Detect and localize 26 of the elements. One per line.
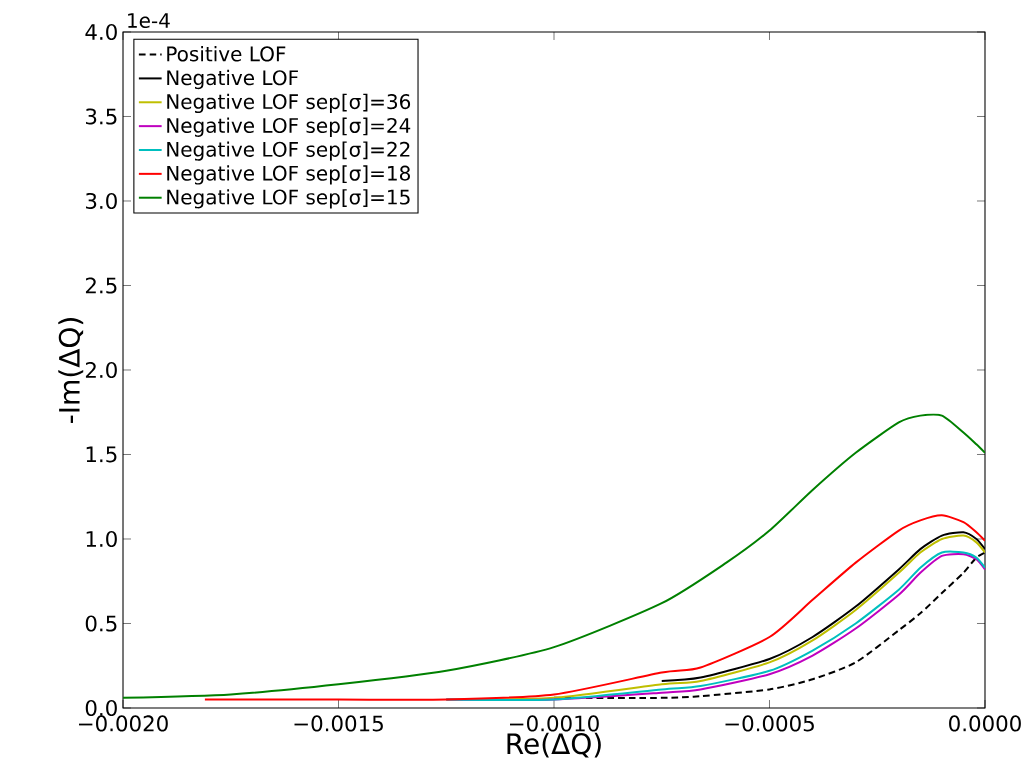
y-tick-label: 3.5 bbox=[86, 108, 117, 125]
legend-label: Negative LOF sep[σ]=18 bbox=[167, 165, 410, 185]
y-tick-label: 1.0 bbox=[86, 530, 117, 548]
x-tick-label: 0.0000 bbox=[949, 715, 1021, 732]
x-tick-label: −0.0005 bbox=[725, 715, 814, 732]
y-tick-label: 3.0 bbox=[86, 192, 117, 210]
x-axis-title: Re(ΔQ) bbox=[507, 732, 601, 758]
line-series bbox=[203, 514, 985, 701]
x-tick-label: −0.0020 bbox=[79, 715, 168, 732]
y-tick-label: 2.0 bbox=[85, 361, 117, 379]
legend-label: Negative LOF bbox=[167, 69, 298, 90]
line-series bbox=[123, 413, 985, 699]
y-axis-title: -Im(ΔQ) bbox=[58, 318, 84, 423]
y-tick-label: 2.5 bbox=[85, 277, 117, 294]
legend-label: Negative LOF sep[σ]=22 bbox=[167, 141, 410, 161]
y-tick-label: 1.5 bbox=[86, 446, 117, 463]
x-tick-label: −0.0010 bbox=[510, 715, 599, 732]
legend-label: Negative LOF sep[σ]=15 bbox=[167, 189, 410, 209]
y-tick-label: 4.0 bbox=[85, 23, 117, 41]
text: 1e-4 bbox=[128, 13, 170, 29]
y-tick-label: 0.0 bbox=[85, 699, 117, 717]
y-tick-label: 0.5 bbox=[85, 615, 117, 632]
legend-label: Negative LOF sep[σ]=24 bbox=[167, 117, 411, 137]
legend-label: Positive LOF bbox=[167, 45, 286, 62]
legend-label: Negative LOF sep[σ]=36 bbox=[167, 93, 411, 114]
x-tick-label: −0.0015 bbox=[294, 715, 383, 732]
